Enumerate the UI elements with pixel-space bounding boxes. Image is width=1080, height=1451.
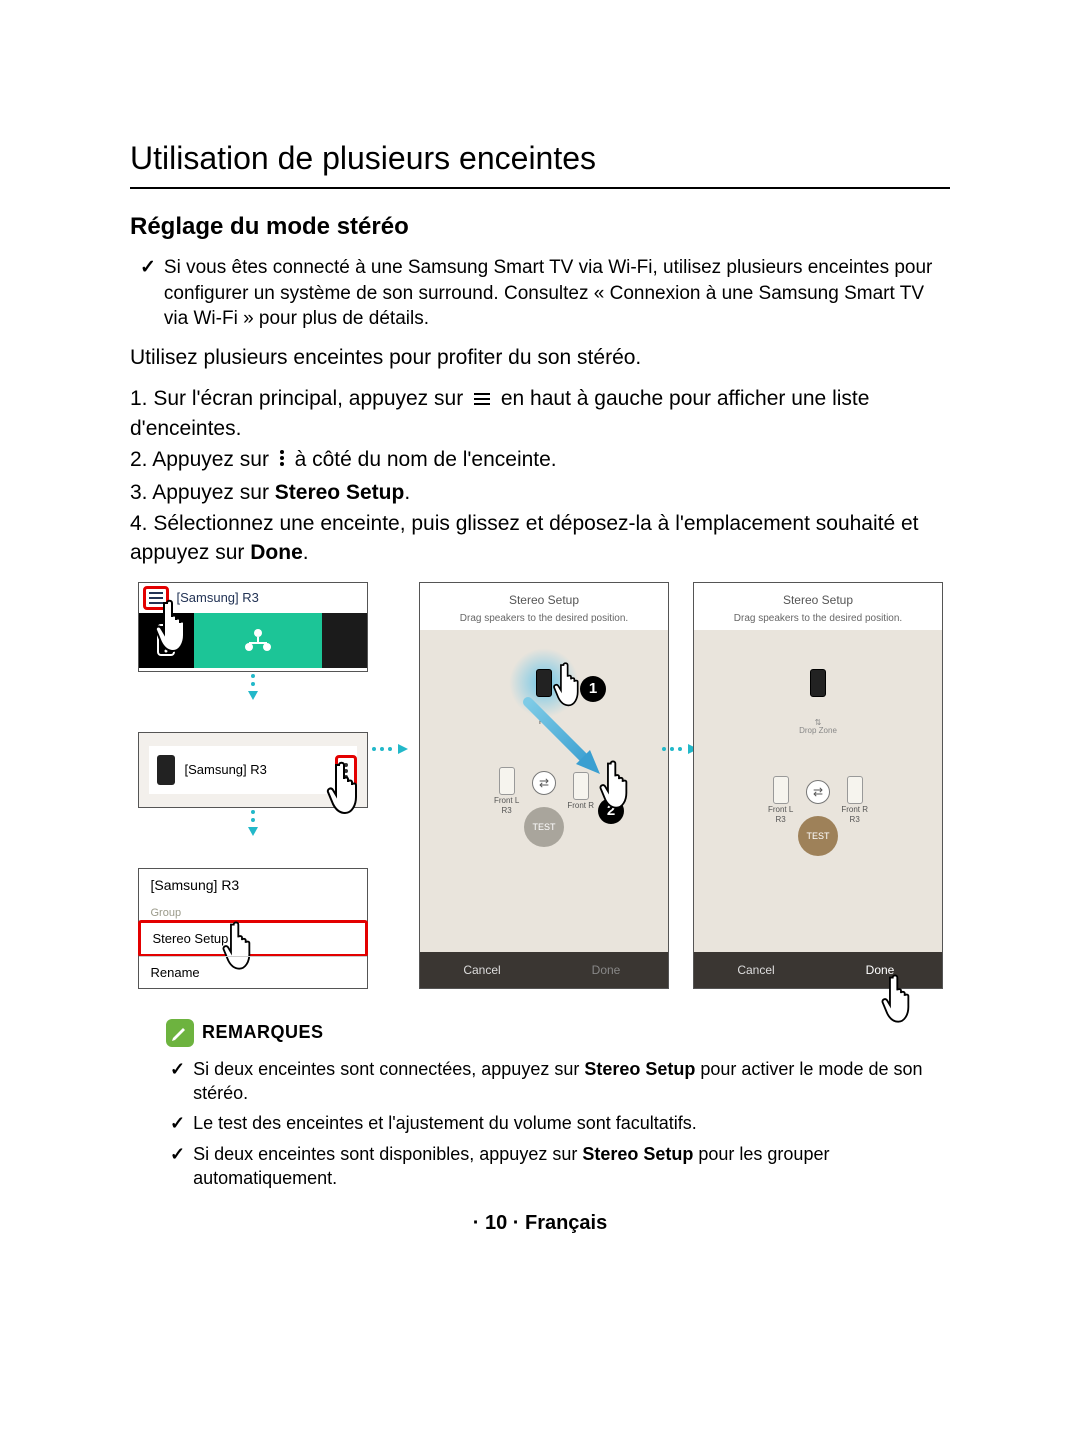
diagram-right-column: Stereo Setup Drag speakers to the desire…: [419, 582, 943, 989]
placed-speaker: [783, 648, 853, 718]
callout-2: 2: [598, 798, 624, 824]
hamburger-icon: [473, 385, 491, 414]
page-footer: · 10 · Français: [130, 1212, 950, 1235]
remark-2: ✓ Le test des enceintes et l'ajustement …: [166, 1111, 950, 1135]
check-icon: ✓: [170, 1057, 185, 1106]
done-button[interactable]: Done: [544, 952, 668, 988]
note-icon: [166, 1019, 194, 1047]
panel2-label: [Samsung] R3: [185, 762, 267, 777]
kebab-icon: [279, 446, 285, 475]
test-button[interactable]: TEST: [798, 816, 838, 856]
kebab-button[interactable]: [335, 755, 357, 787]
tile-phone: [139, 613, 194, 668]
intro-text: Utilisez plusieurs enceintes pour profit…: [130, 346, 950, 370]
front-right-slot[interactable]: Front R R3: [841, 776, 868, 826]
done-button[interactable]: Done: [818, 952, 942, 988]
phone-subtitle: Drag speakers to the desired position.: [694, 613, 942, 630]
phone-screen-drag: Stereo Setup Drag speakers to the desire…: [419, 582, 669, 989]
swap-icon[interactable]: ⇄: [532, 771, 556, 795]
connector-down-1: [247, 672, 259, 702]
phone-title: Stereo Setup: [694, 583, 942, 613]
diagram-left-column: [Samsung] R3 [Samsung] R3: [130, 582, 375, 989]
connector-down-2: [247, 808, 259, 838]
panel-context-menu: [Samsung] R3 Group Stereo Setup Rename: [138, 868, 368, 989]
panel-speaker-row: [Samsung] R3: [138, 732, 368, 808]
front-left-slot[interactable]: Front L R3: [768, 776, 793, 826]
front-left-slot[interactable]: Front L R3: [494, 767, 519, 817]
step-1: 1. Sur l'écran principal, appuyez sur en…: [130, 384, 950, 444]
panel1-title: [Samsung] R3: [177, 590, 259, 605]
front-right-slot[interactable]: Front R: [567, 772, 594, 811]
check-icon: ✓: [170, 1142, 185, 1191]
step-4: 4. Sélectionnez une enceinte, puis gliss…: [130, 509, 950, 568]
remarks-title: REMARQUES: [202, 1022, 324, 1043]
menu-header: [Samsung] R3: [139, 869, 367, 901]
tip-paragraph: ✓ Si vous êtes connecté à une Samsung Sm…: [130, 255, 950, 332]
remarks-section: REMARQUES ✓ Si deux enceintes sont conne…: [130, 1019, 950, 1190]
phone-screen-done: Stereo Setup Drag speakers to the desire…: [693, 582, 943, 989]
front-speakers-row: Front L R3 ⇄ TEST Front R R3: [768, 776, 868, 826]
hamburger-button[interactable]: [143, 586, 169, 610]
section-subtitle: Réglage du mode stéréo: [130, 213, 950, 241]
swap-icon[interactable]: ⇄: [806, 780, 830, 804]
menu-group-label: Group: [139, 901, 367, 921]
drop-label: Drop Zone: [799, 727, 837, 736]
remark-1: ✓ Si deux enceintes sont connectées, app…: [166, 1057, 950, 1106]
tile-blank: [322, 613, 367, 668]
phone-title: Stereo Setup: [420, 583, 668, 613]
cancel-button[interactable]: Cancel: [420, 952, 544, 988]
front-speakers-row: Front L R3 ⇄ TEST Front R: [494, 767, 594, 817]
check-icon: ✓: [140, 255, 156, 332]
step-2: 2. Appuyez sur à côté du nom de l'encein…: [130, 445, 950, 475]
connector-right-1: [370, 742, 410, 756]
tip-text: Si vous êtes connecté à une Samsung Smar…: [164, 255, 950, 332]
check-icon: ✓: [170, 1111, 185, 1135]
menu-stereo-setup[interactable]: Stereo Setup: [138, 920, 368, 957]
diagram: [Samsung] R3 [Samsung] R3: [130, 582, 950, 989]
tile-network: [194, 613, 322, 668]
menu-rename[interactable]: Rename: [139, 956, 367, 988]
cancel-button[interactable]: Cancel: [694, 952, 818, 988]
speaker-icon: [157, 755, 175, 785]
steps-list: 1. Sur l'écran principal, appuyez sur en…: [130, 384, 950, 568]
test-button[interactable]: TEST: [524, 807, 564, 847]
remark-3: ✓ Si deux enceintes sont disponibles, ap…: [166, 1142, 950, 1191]
phone-subtitle: Drag speakers to the desired position.: [420, 613, 668, 630]
step-3: 3. Appuyez sur Stereo Setup.: [130, 478, 950, 507]
page-title: Utilisation de plusieurs enceintes: [130, 140, 950, 189]
panel-main-screen: [Samsung] R3: [138, 582, 368, 672]
